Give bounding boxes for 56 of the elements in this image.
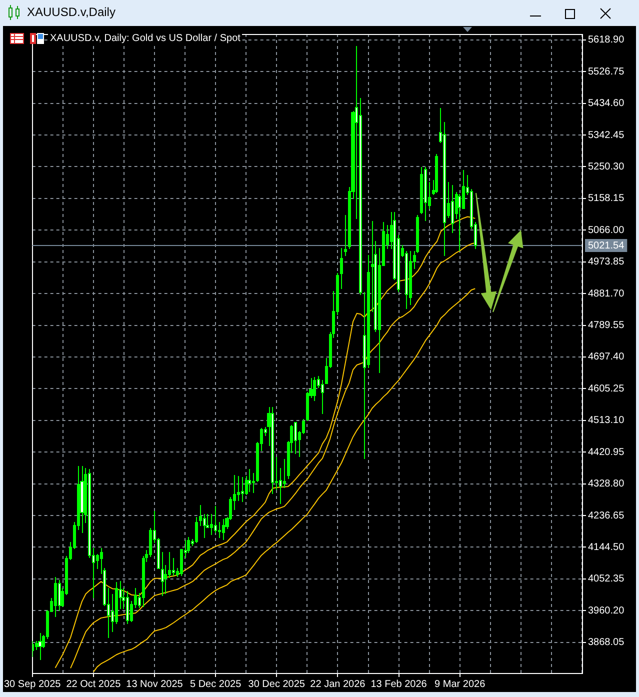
y-tick-label: 4881.70 [588,288,625,300]
x-tick-label: 13 Feb 2026 [370,678,428,690]
candlestick [138,592,141,608]
candlestick [405,250,408,310]
x-tick-label: 30 Dec 2025 [248,678,306,690]
candlestick [451,184,454,234]
candlestick [363,292,366,460]
candlestick [80,466,84,534]
candlestick [126,590,129,624]
chart-subtitle: XAUUSD.v, Daily: Gold vs US Dollar / Spot [48,32,242,45]
candlestick [214,506,217,534]
y-tick-label: 3868.05 [588,637,625,648]
y-tick-label: 4513.10 [588,415,625,426]
y-tick-label: 4236.65 [588,510,625,522]
y-tick-label: 4697.40 [588,352,625,363]
candlestick [58,580,61,612]
candlestick [271,406,274,494]
candlestick [38,632,42,660]
y-tick-label: 5158.15 [588,193,625,204]
candlestick [119,580,122,610]
y-tick-label: 5342.45 [588,130,625,141]
candlestick [279,468,282,504]
y-tick-label: 4789.55 [588,320,625,332]
y-tick-label: 5250.30 [588,161,625,172]
x-tick-label: 30 Sep 2025 [4,678,62,690]
candlestick [161,552,164,596]
x-tick-label: 5 Dec 2025 [190,678,242,690]
y-tick-label: 4973.85 [588,256,625,268]
candlestick [184,540,187,558]
y-tick-label: 4605.25 [588,383,625,394]
y-tick-label: 4420.95 [588,446,625,458]
candlestick [458,194,461,252]
y-tick-label: 5066.00 [588,224,625,236]
candlestick [111,594,114,632]
candlestick [241,476,244,502]
x-tick-label: 9 Mar 2026 [434,678,486,690]
x-tick-label: 13 Nov 2025 [126,678,184,690]
y-tick-label: 4144.50 [588,542,625,553]
y-tick-label: 4328.80 [588,478,625,490]
chart-title: XAUUSD.v,Daily [27,5,116,20]
candlestick [443,122,446,256]
candlestick [294,422,297,454]
y-tick-label: 5618.90 [588,34,625,46]
y-tick-label: 4052.35 [588,574,625,585]
candlestick [203,514,206,538]
x-tick-label: 22 Jan 2026 [310,678,366,690]
candlestick [424,166,427,222]
x-tick-label: 22 Oct 2025 [66,678,122,690]
candlestick [248,468,251,492]
candlestick [359,98,362,296]
y-tick-label: 5434.60 [588,98,625,110]
candlestick [321,380,324,414]
y-tick-label: 5526.75 [588,66,625,78]
y-tick-label: 3960.20 [588,605,625,616]
ref-line-label: 5021.54 [588,240,625,252]
candlestick [172,558,175,576]
